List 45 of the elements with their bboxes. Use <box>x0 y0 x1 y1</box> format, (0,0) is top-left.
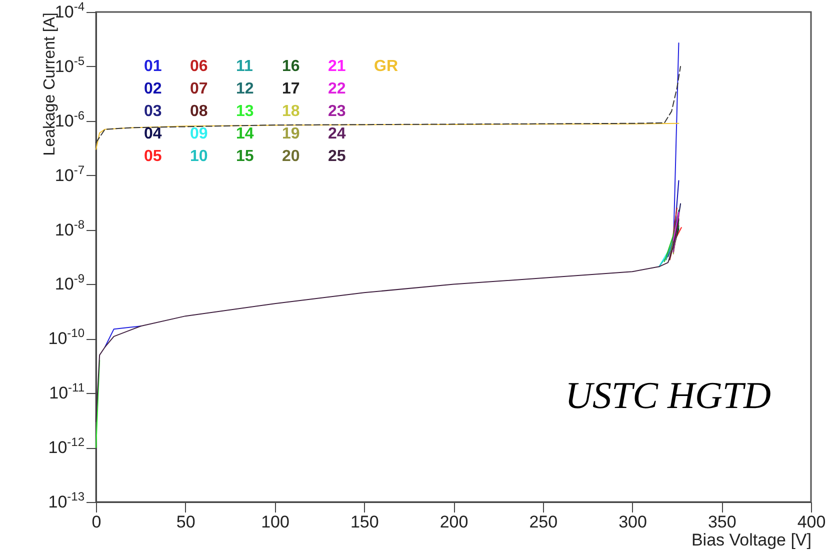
y-tick-label: 10$^{-10}$ <box>48 326 85 348</box>
text: 23 <box>328 103 346 120</box>
text: 19 <box>282 126 300 142</box>
text: 22 <box>328 80 346 98</box>
x-tick-label: 0 <box>92 512 102 532</box>
text: 15 <box>236 148 254 165</box>
x-tick-label: 100 <box>261 512 290 532</box>
text: 10 <box>190 148 208 165</box>
text: 14 <box>236 126 254 142</box>
y-tick-label: 10$^{-7}$ <box>54 162 85 185</box>
y-tick-label: 10$^{-11}$ <box>49 380 85 403</box>
y-tick-label: 10$^{-9}$ <box>54 272 85 294</box>
text: 12 <box>236 80 254 98</box>
x-tick-label: 150 <box>350 512 379 532</box>
y-tick-label: 10$^{-8}$ <box>54 217 85 240</box>
text: 06 <box>190 58 208 75</box>
x-tick-label: 300 <box>618 512 647 532</box>
y-tick-label: 10$^{-4}$ <box>54 0 85 22</box>
x-tick-label: 50 <box>176 512 196 532</box>
text: 05 <box>144 148 162 165</box>
text: 03 <box>144 103 162 120</box>
text: 17 <box>282 80 300 98</box>
x-tick-label: 200 <box>440 512 468 532</box>
text: GR <box>374 58 398 75</box>
text: 01 <box>144 58 162 75</box>
text: 09 <box>190 126 208 142</box>
y-tick-label: 10$^{-12}$ <box>48 435 85 458</box>
x-tick-label: 250 <box>529 512 558 532</box>
y-tick-label: 10$^{-13}$ <box>48 490 85 512</box>
x-tick-label: 350 <box>708 512 736 532</box>
text: 08 <box>190 103 208 120</box>
text: 07 <box>190 80 208 98</box>
x-axis-title: Bias Voltage [V] <box>691 530 812 550</box>
text: 11 <box>236 58 254 75</box>
annotation: USTC HGTD <box>565 375 771 417</box>
text: 13 <box>236 103 254 120</box>
text: 02 <box>144 80 162 98</box>
text: 18 <box>282 103 300 120</box>
x-tick-label: 400 <box>797 512 826 532</box>
text: 24 <box>328 126 346 142</box>
text: 16 <box>282 58 300 75</box>
text: 21 <box>328 58 346 75</box>
text: 04 <box>144 126 162 142</box>
text: 20 <box>282 148 300 165</box>
text: 25 <box>328 148 346 165</box>
